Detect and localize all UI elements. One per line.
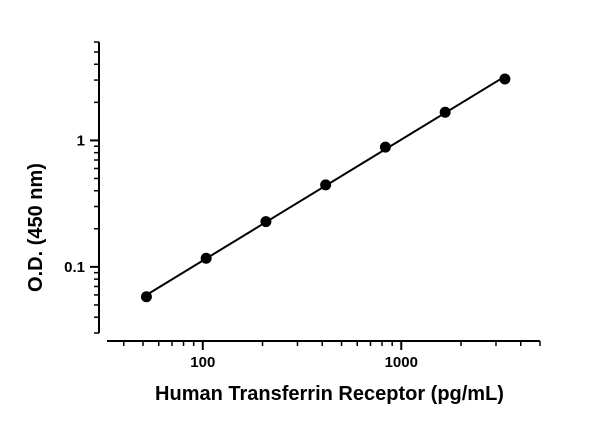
data-point xyxy=(379,141,391,153)
data-point xyxy=(140,291,152,303)
y-axis-ticks: 0.11 xyxy=(64,41,99,334)
x-axis-ticks: 100 1000 xyxy=(123,341,541,371)
data-point xyxy=(260,216,272,228)
y-axis-title: O.D. (450 nm) xyxy=(25,163,47,292)
x-tick-label: 100 xyxy=(190,354,215,371)
x-tick-label: 1000 xyxy=(385,354,418,371)
x-axis-title: Human Transferrin Receptor (pg/mL) xyxy=(155,383,504,405)
y-axis: 0.11 xyxy=(64,41,100,334)
data-point xyxy=(439,106,451,118)
data-point xyxy=(200,252,212,264)
data-point xyxy=(320,179,332,191)
x-axis: 100 1000 xyxy=(107,340,541,371)
y-tick-label: 0.1 xyxy=(64,259,85,276)
plot-area xyxy=(140,73,511,303)
data-point xyxy=(499,73,511,85)
y-tick-label: 1 xyxy=(77,132,85,149)
